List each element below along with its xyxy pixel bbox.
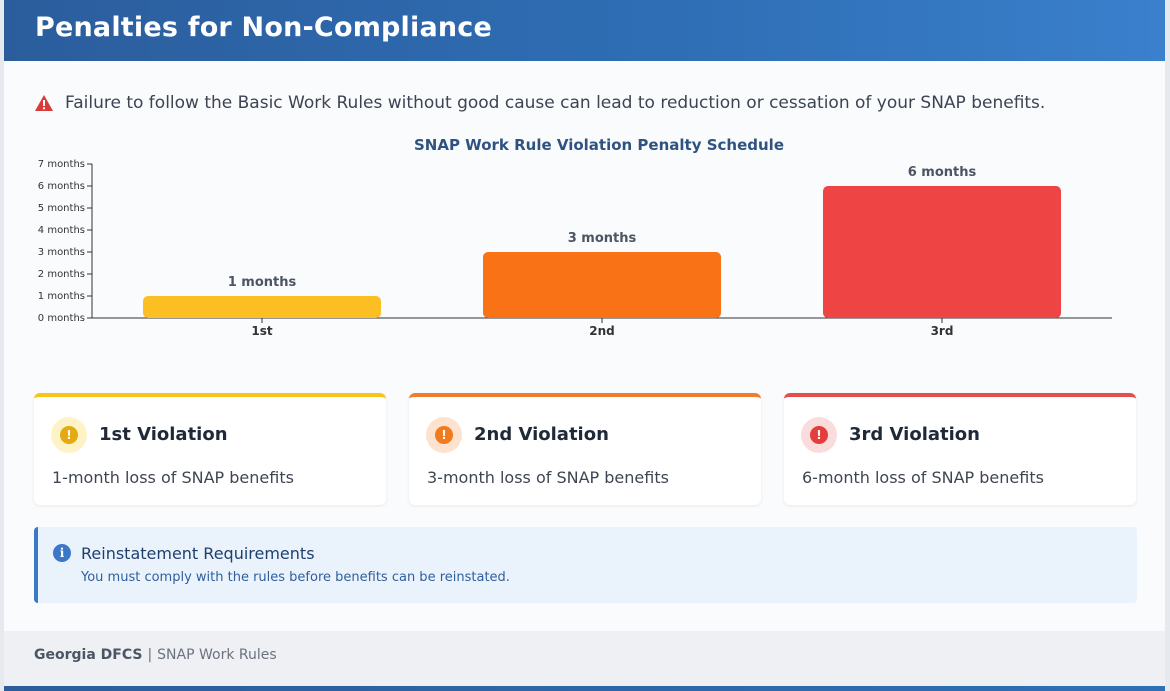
page: Penalties for Non-Compliance Failure to … (4, 0, 1165, 691)
page-title: Penalties for Non-Compliance (35, 12, 493, 43)
exclamation-icon: ! (60, 426, 78, 444)
exclamation-icon: ! (435, 426, 453, 444)
y-axis: 0 months 1 months 2 months 3 months 4 months… (38, 159, 93, 324)
y-tick-label: 6 months (38, 181, 85, 192)
warning-icon (35, 95, 53, 111)
card-description: 6-month loss of SNAP benefits (802, 468, 1044, 487)
bar-3rd (823, 186, 1061, 318)
card-icon-wrap: ! (801, 417, 837, 453)
card-description: 3-month loss of SNAP benefits (427, 468, 669, 487)
bars: 1 months 3 months 6 months (143, 165, 1061, 318)
alert-message: Failure to follow the Basic Work Rules w… (34, 92, 1045, 114)
violation-card-1: ! 1st Violation 1-month loss of SNAP ben… (34, 393, 386, 505)
bar-data-label: 1 months (228, 275, 297, 290)
exclamation-icon: ! (810, 426, 828, 444)
y-tick-label: 4 months (38, 225, 85, 236)
footer: Georgia DFCS | SNAP Work Rules (4, 631, 1165, 686)
x-tick-label: 1st (251, 324, 272, 338)
bottom-bar (4, 686, 1165, 691)
violation-card-3: ! 3rd Violation 6-month loss of SNAP ben… (784, 393, 1136, 505)
card-title: 2nd Violation (474, 424, 609, 445)
y-tick-label: 7 months (38, 159, 85, 170)
card-icon-wrap: ! (51, 417, 87, 453)
header-banner: Penalties for Non-Compliance (4, 0, 1165, 61)
y-tick-label: 1 months (38, 291, 85, 302)
footer-text: Georgia DFCS | SNAP Work Rules (34, 647, 277, 663)
x-tick-label: 3rd (931, 324, 954, 338)
y-tick-label: 0 months (38, 313, 85, 324)
alert-text: Failure to follow the Basic Work Rules w… (65, 93, 1046, 113)
bar-data-label: 3 months (568, 231, 637, 246)
x-tick-label: 2nd (589, 324, 614, 338)
footer-separator: | (147, 647, 153, 663)
y-tick-label: 5 months (38, 203, 85, 214)
bar-data-label: 6 months (908, 165, 977, 180)
info-text: You must comply with the rules before be… (81, 570, 510, 585)
footer-label: SNAP Work Rules (157, 647, 277, 663)
y-tick-label: 3 months (38, 247, 85, 258)
x-axis: 1st 2nd 3rd (92, 317, 1112, 338)
bar-1st (143, 296, 381, 318)
violation-cards: ! 1st Violation 1-month loss of SNAP ben… (34, 393, 1137, 505)
card-title: 1st Violation (99, 424, 228, 445)
y-tick-label: 2 months (38, 269, 85, 280)
footer-brand: Georgia DFCS (34, 647, 143, 663)
reinstatement-notice: i Reinstatement Requirements You must co… (34, 527, 1137, 603)
card-icon-wrap: ! (426, 417, 462, 453)
info-title: Reinstatement Requirements (81, 544, 315, 563)
card-title: 3rd Violation (849, 424, 980, 445)
card-description: 1-month loss of SNAP benefits (52, 468, 294, 487)
violation-card-2: ! 2nd Violation 3-month loss of SNAP ben… (409, 393, 761, 505)
chart-title: SNAP Work Rule Violation Penalty Schedul… (414, 136, 784, 154)
info-icon: i (53, 544, 71, 562)
bar-2nd (483, 252, 721, 318)
penalty-chart: SNAP Work Rule Violation Penalty Schedul… (38, 136, 1112, 338)
